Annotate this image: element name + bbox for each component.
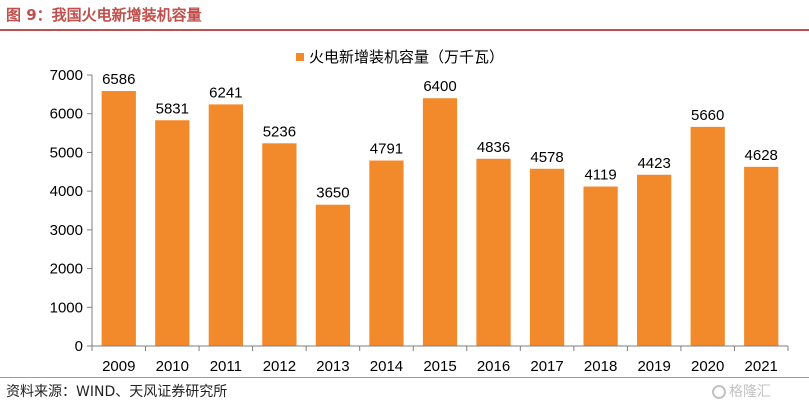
x-axis: 2009 2010 2011 2012 2013 2014 2015 2016 2017 2018…	[91, 345, 789, 375]
title-rule	[0, 29, 809, 31]
data-label: 4836	[477, 139, 510, 156]
data-label: 6400	[423, 78, 456, 95]
x-tick-label: 2021	[745, 358, 778, 375]
x-tick-label: 2011	[210, 358, 242, 375]
bar	[690, 126, 725, 347]
data-label: 4578	[530, 149, 563, 166]
bar	[744, 166, 779, 346]
bar	[155, 120, 190, 346]
y-tick-label: 4000	[50, 183, 83, 200]
legend-swatch	[296, 53, 304, 61]
data-label: 4423	[637, 155, 670, 172]
bar	[101, 91, 136, 346]
data-label: 4119	[584, 167, 616, 184]
x-tick-label: 2009	[102, 358, 135, 375]
y-tick-label: 1000	[50, 299, 83, 316]
bar	[422, 98, 458, 346]
source-rule	[0, 377, 809, 378]
x-tick-label: 2017	[530, 358, 563, 375]
bar	[315, 204, 351, 346]
data-label: 4628	[745, 147, 778, 164]
data-label: 6241	[209, 84, 242, 101]
y-tick-label: 7000	[50, 67, 83, 84]
bar	[476, 158, 511, 346]
legend: 火电新增装机容量（万千瓦）	[296, 49, 504, 66]
legend-label: 火电新增装机容量（万千瓦）	[309, 49, 504, 66]
figure-title: 图 9：我国火电新增装机容量	[6, 6, 202, 24]
x-tick-label: 2016	[477, 358, 510, 375]
bar	[208, 104, 243, 346]
bar	[369, 160, 404, 346]
x-tick-label: 2018	[584, 358, 617, 375]
y-tick-label: 0	[75, 338, 83, 355]
watermark: 格隆汇	[712, 380, 771, 404]
x-tick-label: 2013	[316, 358, 349, 375]
y-tick-label: 5000	[50, 144, 83, 161]
bar	[583, 186, 618, 346]
bar	[637, 174, 672, 346]
data-label: 4791	[370, 141, 403, 158]
x-tick-label: 2014	[370, 358, 403, 375]
data-labels: 6586 5831 6241 5236 3650 4791 6400 4836 4578 4119…	[102, 71, 778, 202]
bar-chart: 火电新增装机容量（万千瓦） 0 1000 2000 3000 4000 5000 6000 7…	[50, 49, 789, 375]
x-tick-label: 2012	[263, 358, 296, 375]
x-tick-label: 2020	[691, 358, 724, 375]
y-axis: 0 1000 2000 3000 4000 5000 6000 7000	[50, 67, 93, 355]
data-label: 3650	[316, 185, 349, 202]
data-label: 5831	[156, 100, 189, 117]
y-tick-label: 6000	[50, 106, 83, 123]
watermark-text: 格隆汇	[729, 384, 771, 400]
bar	[529, 168, 565, 346]
data-label: 5236	[263, 123, 296, 140]
x-tick-label: 2019	[637, 358, 670, 375]
data-label: 6586	[102, 71, 135, 88]
data-label: 5660	[691, 107, 724, 124]
watermark-logo-icon	[712, 385, 726, 399]
y-tick-label: 2000	[50, 261, 83, 278]
source-note: 资料来源：WIND、天风证券研究所	[6, 384, 228, 400]
bar	[262, 143, 297, 346]
x-tick-label: 2015	[423, 358, 456, 375]
y-tick-label: 3000	[50, 222, 83, 239]
x-tick-label: 2010	[156, 358, 189, 375]
bars	[101, 91, 779, 347]
